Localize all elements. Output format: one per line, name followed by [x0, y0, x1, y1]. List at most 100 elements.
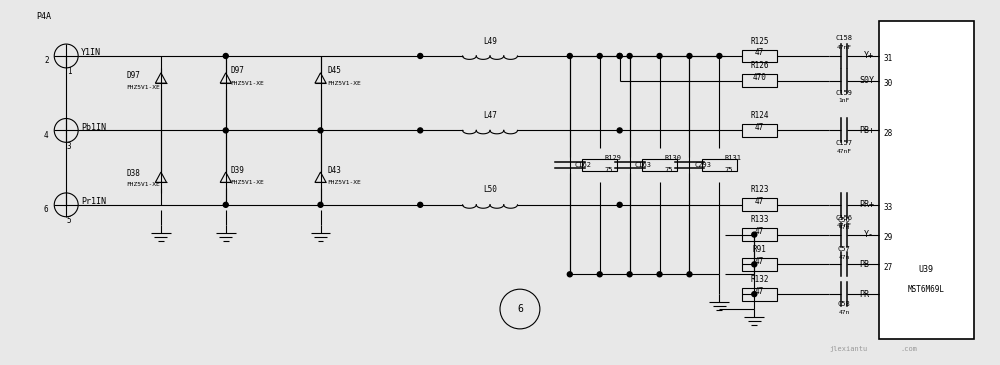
Text: R123: R123 [750, 185, 769, 195]
Text: 75: 75 [605, 167, 613, 173]
Circle shape [717, 54, 722, 58]
Text: S0Y: S0Y [859, 76, 874, 85]
Text: R130: R130 [665, 155, 682, 161]
Text: 47n: 47n [838, 225, 850, 230]
Text: PR+: PR+ [859, 200, 874, 210]
Circle shape [617, 128, 622, 133]
Text: 75: 75 [724, 167, 733, 173]
Text: R126: R126 [750, 61, 769, 70]
Text: D38: D38 [126, 169, 140, 177]
Text: Y-: Y- [864, 230, 874, 239]
Text: 31: 31 [884, 54, 893, 64]
Text: D45: D45 [327, 66, 341, 75]
Circle shape [418, 128, 423, 133]
Text: 470: 470 [752, 73, 766, 82]
Text: D97: D97 [126, 71, 140, 80]
Text: 47n: 47n [838, 310, 850, 315]
Text: 75: 75 [665, 167, 673, 173]
Text: PR-: PR- [859, 290, 874, 299]
Text: PB-: PB- [859, 260, 874, 269]
Text: C293: C293 [694, 162, 711, 168]
Text: C162: C162 [575, 162, 592, 168]
Circle shape [617, 54, 622, 58]
Text: C56: C56 [838, 217, 850, 223]
Text: 47nF: 47nF [837, 223, 852, 228]
Circle shape [318, 128, 323, 133]
Text: PB+: PB+ [859, 126, 874, 135]
Circle shape [567, 272, 572, 277]
Circle shape [597, 272, 602, 277]
Text: L50: L50 [483, 185, 497, 195]
Circle shape [418, 54, 423, 58]
Circle shape [752, 292, 757, 297]
Circle shape [223, 54, 228, 58]
Circle shape [617, 54, 622, 58]
Circle shape [752, 232, 757, 237]
Text: C163: C163 [635, 162, 652, 168]
Text: FHZ5V1-XE: FHZ5V1-XE [231, 181, 264, 185]
Text: 33: 33 [884, 203, 893, 212]
Circle shape [627, 272, 632, 277]
Text: MST6M69L: MST6M69L [908, 285, 945, 294]
Text: C58: C58 [838, 301, 850, 307]
Text: 2: 2 [44, 57, 49, 65]
Text: 1: 1 [67, 68, 72, 76]
Text: R124: R124 [750, 111, 769, 120]
Text: 5: 5 [67, 216, 72, 225]
Circle shape [657, 272, 662, 277]
Text: 27: 27 [884, 263, 893, 272]
Circle shape [617, 202, 622, 207]
Text: C156: C156 [836, 215, 853, 221]
Circle shape [752, 262, 757, 267]
Text: D39: D39 [231, 166, 245, 174]
Circle shape [223, 202, 228, 207]
Text: U39: U39 [919, 265, 934, 274]
Text: C157: C157 [836, 140, 853, 146]
Text: 47: 47 [755, 49, 764, 58]
Text: 1nF: 1nF [838, 98, 850, 103]
Text: 29: 29 [884, 233, 893, 242]
Text: R131: R131 [724, 155, 741, 161]
Text: L47: L47 [483, 111, 497, 120]
Text: Y1IN: Y1IN [81, 49, 101, 58]
Text: L49: L49 [483, 36, 497, 46]
Text: Pb1IN: Pb1IN [81, 123, 106, 132]
Text: C158: C158 [836, 35, 853, 41]
Circle shape [318, 202, 323, 207]
Bar [742, 258, 777, 271]
Text: R125: R125 [750, 36, 769, 46]
Text: 4: 4 [44, 131, 49, 140]
Text: 3: 3 [67, 142, 72, 151]
Text: FHZ5V1-XE: FHZ5V1-XE [126, 85, 160, 90]
Text: Y+: Y+ [864, 51, 874, 61]
Text: 6: 6 [44, 205, 49, 214]
Bar [742, 124, 777, 137]
Bar [702, 159, 737, 171]
Circle shape [657, 54, 662, 58]
Text: 47n: 47n [838, 255, 850, 260]
Text: 47: 47 [755, 257, 764, 266]
Text: R91: R91 [752, 245, 766, 254]
Bar [582, 159, 617, 171]
Text: FHZ5V1-XE: FHZ5V1-XE [231, 81, 264, 86]
Bar [742, 74, 777, 87]
Text: 28: 28 [884, 129, 893, 138]
Bar [742, 288, 777, 301]
Text: 47: 47 [755, 227, 764, 236]
Text: FHZ5V1-XE: FHZ5V1-XE [327, 81, 361, 86]
Bar [742, 199, 777, 211]
Text: 47: 47 [755, 123, 764, 132]
Text: R133: R133 [750, 215, 769, 224]
Circle shape [223, 128, 228, 133]
Text: D97: D97 [231, 66, 245, 75]
Text: 47: 47 [755, 197, 764, 206]
Text: 47nF: 47nF [837, 149, 852, 154]
Text: .com: .com [900, 346, 917, 352]
Text: Pr1IN: Pr1IN [81, 197, 106, 206]
Circle shape [687, 272, 692, 277]
Text: FHZ5V1-XE: FHZ5V1-XE [327, 181, 361, 185]
Text: 6: 6 [517, 304, 523, 314]
Text: C57: C57 [838, 246, 850, 253]
Circle shape [597, 54, 602, 58]
Text: D43: D43 [327, 166, 341, 174]
